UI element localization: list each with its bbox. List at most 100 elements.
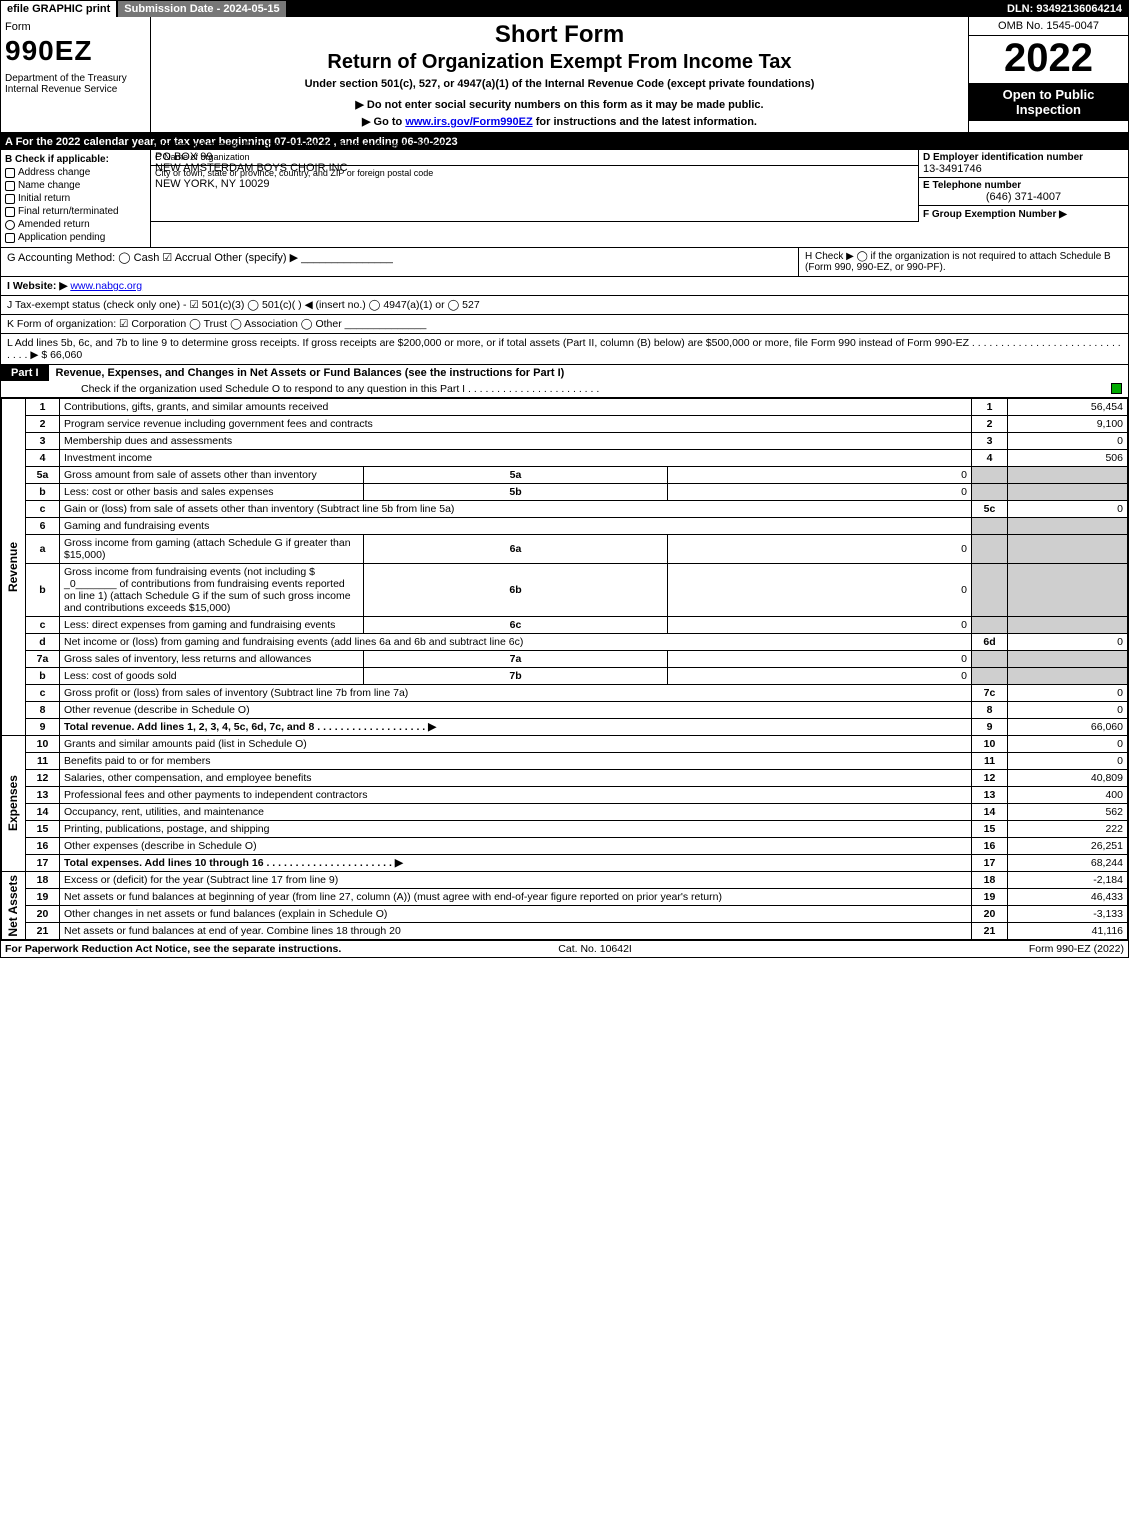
- line-box-shaded: [972, 617, 1008, 634]
- line-number: d: [26, 634, 60, 651]
- line-box: 18: [972, 872, 1008, 889]
- line-number: 14: [26, 804, 60, 821]
- header-left: Form 990EZ Department of the Treasury In…: [1, 17, 151, 132]
- line-desc: Less: cost of goods sold: [60, 668, 364, 685]
- line-row: cLess: direct expenses from gaming and f…: [2, 617, 1128, 634]
- footer-left: For Paperwork Reduction Act Notice, see …: [5, 943, 341, 955]
- line-number: 17: [26, 855, 60, 872]
- room-label: Room/suite: [868, 139, 914, 149]
- part-1-header: Part I Revenue, Expenses, and Changes in…: [1, 365, 1128, 381]
- line-number: 19: [26, 889, 60, 906]
- cb-amended-return[interactable]: Amended return: [5, 219, 146, 230]
- cb-application-pending[interactable]: Application pending: [5, 232, 146, 243]
- tax-year: 2022: [969, 36, 1128, 83]
- line-desc: Investment income: [60, 450, 972, 467]
- ssn-warning: ▶ Do not enter social security numbers o…: [159, 98, 960, 111]
- line-row: Expenses10Grants and similar amounts pai…: [2, 736, 1128, 753]
- line-number: c: [26, 685, 60, 702]
- line-desc: Other revenue (describe in Schedule O): [60, 702, 972, 719]
- line-number: a: [26, 535, 60, 564]
- line-amount: 68,244: [1008, 855, 1128, 872]
- goto-post: for instructions and the latest informat…: [536, 116, 757, 128]
- line-row: 17Total expenses. Add lines 10 through 1…: [2, 855, 1128, 872]
- box-b-label: B Check if applicable:: [5, 154, 146, 165]
- line-box: 9: [972, 719, 1008, 736]
- line-number: 16: [26, 838, 60, 855]
- line-amount: 66,060: [1008, 719, 1128, 736]
- dept-label: Department of the Treasury Internal Reve…: [5, 73, 146, 95]
- ein-value: 13-3491746: [923, 163, 1124, 175]
- line-desc: Less: cost or other basis and sales expe…: [60, 484, 364, 501]
- form-word: Form: [5, 21, 146, 33]
- sub-box: 6a: [364, 535, 668, 564]
- sub-box: 7a: [364, 651, 668, 668]
- part-1-title: Revenue, Expenses, and Changes in Net As…: [50, 365, 1128, 381]
- irs-link[interactable]: www.irs.gov/Form990EZ: [405, 116, 532, 128]
- goto-pre: ▶ Go to: [362, 116, 405, 128]
- line-number: 20: [26, 906, 60, 923]
- line-row: aGross income from gaming (attach Schedu…: [2, 535, 1128, 564]
- line-amount: 506: [1008, 450, 1128, 467]
- line-number: 9: [26, 719, 60, 736]
- line-row: 2Program service revenue including gover…: [2, 416, 1128, 433]
- box-d: D Employer identification number 13-3491…: [919, 150, 1128, 178]
- line-box-shaded: [972, 518, 1008, 535]
- line-number: 12: [26, 770, 60, 787]
- line-row: bLess: cost or other basis and sales exp…: [2, 484, 1128, 501]
- line-number: b: [26, 484, 60, 501]
- line-row: cGross profit or (loss) from sales of in…: [2, 685, 1128, 702]
- line-amount: 0: [1008, 702, 1128, 719]
- line-number: 18: [26, 872, 60, 889]
- title-return: Return of Organization Exempt From Incom…: [159, 51, 960, 74]
- box-c-street: Number and street (or P. O. box, if mail…: [151, 136, 918, 166]
- street-label: Number and street (or P. O. box, if mail…: [155, 140, 446, 150]
- cb-address-change[interactable]: Address change: [5, 167, 146, 178]
- line-amount: 0: [1008, 685, 1128, 702]
- line-box: 15: [972, 821, 1008, 838]
- line-desc: Salaries, other compensation, and employ…: [60, 770, 972, 787]
- sub-box: 6b: [364, 564, 668, 617]
- line-desc: Gaming and fundraising events: [60, 518, 972, 535]
- line-amount: 46,433: [1008, 889, 1128, 906]
- group-label: Revenue: [2, 399, 26, 736]
- efile-print-label[interactable]: efile GRAPHIC print: [1, 1, 118, 17]
- line-row: Revenue1Contributions, gifts, grants, an…: [2, 399, 1128, 416]
- line-desc: Printing, publications, postage, and shi…: [60, 821, 972, 838]
- line-desc: Total expenses. Add lines 10 through 16 …: [60, 855, 972, 872]
- line-row: 9Total revenue. Add lines 1, 2, 3, 4, 5c…: [2, 719, 1128, 736]
- line-box: 20: [972, 906, 1008, 923]
- line-row: cGain or (loss) from sale of assets othe…: [2, 501, 1128, 518]
- line-row: dNet income or (loss) from gaming and fu…: [2, 634, 1128, 651]
- line-amount: 9,100: [1008, 416, 1128, 433]
- cb-name-change[interactable]: Name change: [5, 180, 146, 191]
- footer-right: Form 990-EZ (2022): [1029, 943, 1124, 955]
- line-desc: Contributions, gifts, grants, and simila…: [60, 399, 972, 416]
- line-box-shaded: [972, 467, 1008, 484]
- line-box: 1: [972, 399, 1008, 416]
- sub-amount: 0: [668, 651, 972, 668]
- line-amount-shaded: [1008, 484, 1128, 501]
- schedule-o-checkbox[interactable]: [1111, 383, 1122, 394]
- line-desc: Gain or (loss) from sale of assets other…: [60, 501, 972, 518]
- city-label: City or town, state or province, country…: [155, 168, 914, 178]
- line-number: 1: [26, 399, 60, 416]
- line-amount: 400: [1008, 787, 1128, 804]
- sub-box: 5b: [364, 484, 668, 501]
- line-box: 14: [972, 804, 1008, 821]
- box-c-container: C Name of organization NEW AMSTERDAM BOY…: [151, 150, 1128, 247]
- line-row: 19Net assets or fund balances at beginni…: [2, 889, 1128, 906]
- line-amount: -3,133: [1008, 906, 1128, 923]
- line-box-shaded: [972, 668, 1008, 685]
- line-row: 11Benefits paid to or for members110: [2, 753, 1128, 770]
- line-box: 6d: [972, 634, 1008, 651]
- line-number: 10: [26, 736, 60, 753]
- website-link[interactable]: www.nabgc.org: [70, 280, 142, 292]
- line-amount: 562: [1008, 804, 1128, 821]
- group-label: Net Assets: [2, 872, 26, 940]
- line-amount: 0: [1008, 433, 1128, 450]
- cb-final-return[interactable]: Final return/terminated: [5, 206, 146, 217]
- line-number: 5a: [26, 467, 60, 484]
- line-box: 13: [972, 787, 1008, 804]
- cb-initial-return[interactable]: Initial return: [5, 193, 146, 204]
- line-amount: 26,251: [1008, 838, 1128, 855]
